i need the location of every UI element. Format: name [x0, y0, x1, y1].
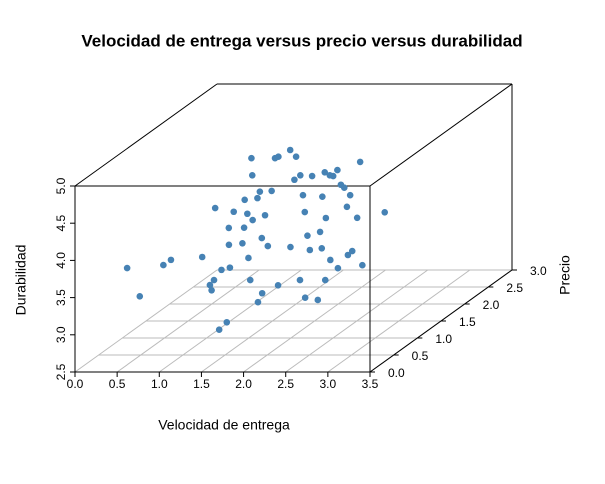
x-tick-label: 0.5 — [109, 377, 126, 391]
point — [245, 254, 252, 262]
point — [248, 171, 256, 179]
z-axis-label: Durabilidad — [13, 245, 29, 316]
point — [301, 208, 309, 216]
x-axis-label: Velocidad de entrega — [158, 417, 290, 433]
y-tick-label: 0.0 — [388, 366, 405, 380]
point — [356, 158, 364, 166]
point — [239, 240, 246, 247]
point — [321, 276, 329, 284]
point — [344, 251, 352, 259]
x-tick-label: 1.0 — [151, 377, 168, 391]
point — [334, 264, 342, 272]
point — [198, 253, 206, 261]
point — [208, 286, 215, 294]
z-tick-label: 3.0 — [54, 326, 68, 343]
point — [215, 326, 223, 334]
point — [291, 176, 298, 184]
point — [287, 243, 294, 251]
z-tick-label: 4.5 — [54, 215, 68, 232]
point — [249, 216, 256, 224]
y-tick-label: 1.0 — [435, 332, 452, 346]
point — [258, 234, 266, 242]
point — [167, 256, 175, 264]
point — [299, 191, 307, 199]
y-axis-label: Precio — [557, 255, 573, 295]
x-tick-label: 1.5 — [193, 377, 210, 391]
point — [275, 153, 282, 160]
point — [211, 204, 219, 212]
point — [258, 289, 266, 297]
x-tick-label: 3.5 — [362, 377, 379, 391]
chart-title: Velocidad de entrega versus precio versu… — [81, 31, 522, 50]
point — [218, 266, 225, 274]
z-tick-label: 3.5 — [54, 289, 68, 306]
z-tick-label: 2.5 — [54, 363, 68, 380]
point — [274, 281, 282, 289]
point — [321, 169, 329, 176]
point — [246, 276, 254, 284]
point — [297, 171, 304, 179]
point — [210, 276, 218, 284]
x-tick-label: 2.5 — [277, 377, 294, 391]
point — [340, 184, 348, 192]
point — [292, 153, 300, 160]
point — [241, 196, 248, 204]
x-tick-label: 2.0 — [235, 377, 252, 391]
point — [254, 298, 262, 306]
point — [334, 166, 341, 174]
point — [308, 172, 316, 180]
point — [296, 276, 304, 284]
point — [226, 264, 234, 271]
y-tick-label: 0.5 — [412, 349, 429, 363]
point — [223, 318, 231, 326]
y-tick-label: 1.5 — [459, 315, 476, 329]
point — [136, 293, 144, 300]
point — [346, 191, 354, 199]
point — [322, 214, 330, 222]
point — [244, 210, 251, 218]
point — [206, 281, 214, 289]
point — [348, 247, 356, 255]
y-tick-label: 2.0 — [483, 298, 500, 312]
point — [314, 296, 322, 304]
point — [225, 224, 233, 232]
z-tick-label: 5.0 — [54, 177, 68, 194]
point — [268, 187, 275, 195]
point — [286, 146, 294, 154]
point — [306, 246, 314, 254]
point — [264, 242, 272, 250]
point — [230, 208, 238, 216]
x-tick-label: 0.0 — [67, 377, 84, 391]
y-tick-label: 3.0 — [530, 264, 547, 278]
point — [343, 203, 351, 211]
point — [240, 224, 248, 231]
point — [318, 244, 326, 252]
point — [225, 241, 233, 249]
point — [248, 154, 255, 162]
y-tick-label: 2.5 — [506, 281, 523, 295]
point — [256, 188, 264, 195]
point — [381, 208, 389, 216]
z-tick-label: 4.0 — [54, 252, 68, 269]
x-tick-label: 3.0 — [320, 377, 337, 391]
point — [359, 261, 366, 269]
box-edge — [74, 83, 218, 187]
point — [319, 193, 326, 200]
point — [329, 172, 337, 180]
box-edge — [369, 83, 513, 187]
point — [353, 214, 361, 222]
point — [160, 261, 167, 269]
point — [261, 211, 269, 219]
point — [304, 232, 311, 239]
point — [254, 194, 261, 202]
point — [316, 228, 324, 236]
point — [301, 294, 309, 302]
point — [327, 256, 334, 264]
point — [123, 264, 131, 272]
